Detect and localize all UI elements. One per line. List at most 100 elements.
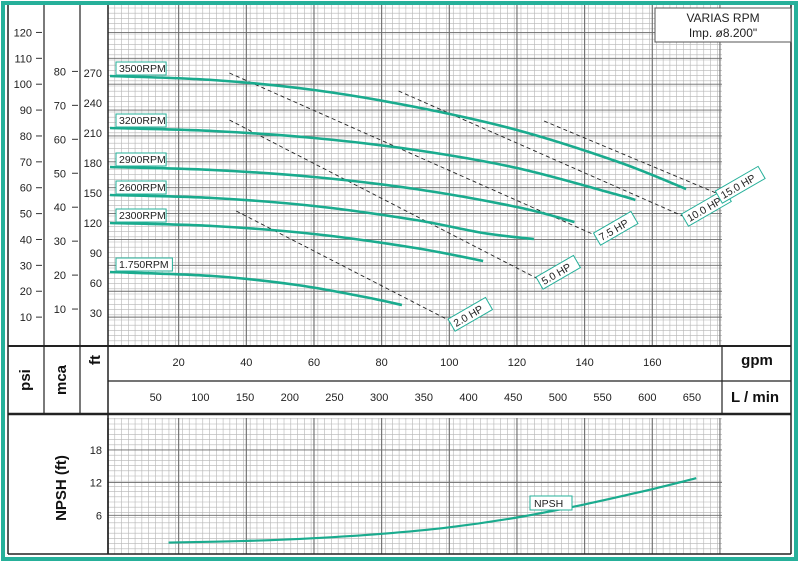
lmin-tick-label: 350 bbox=[415, 392, 433, 404]
psi-tick-label: 80 bbox=[20, 131, 32, 143]
unit-lmin-label: L / min bbox=[731, 389, 779, 406]
gpm-tick-label: 120 bbox=[508, 357, 526, 369]
psi-tick-label: 60 bbox=[20, 183, 32, 195]
panel-dividers bbox=[7, 5, 792, 555]
lmin-tick-label: 50 bbox=[150, 392, 162, 404]
gpm-tick-label: 160 bbox=[643, 357, 661, 369]
psi-tick-label: 110 bbox=[14, 53, 32, 65]
mca-tick-label: 70 bbox=[54, 100, 66, 112]
psi-tick-label: 20 bbox=[20, 286, 32, 298]
hp-label-frame bbox=[714, 165, 766, 204]
unit-psi-label: psi bbox=[17, 369, 34, 391]
hp-line-4 bbox=[543, 120, 724, 197]
rpm-label-1: 3200RPM bbox=[119, 115, 166, 127]
psi-tick-label: 90 bbox=[20, 105, 32, 117]
hp-line-1 bbox=[229, 119, 545, 283]
lmin-tick-label: 550 bbox=[593, 392, 611, 404]
ft-tick-label: 210 bbox=[84, 128, 102, 140]
mca-tick-label: 40 bbox=[54, 202, 66, 214]
head-curve-1750rpm bbox=[109, 270, 403, 307]
rpm-label-3: 2600RPM bbox=[119, 182, 166, 194]
gpm-tick-label: 80 bbox=[376, 357, 388, 369]
mca-tick-label: 20 bbox=[54, 270, 66, 282]
mca-tick-label: 50 bbox=[54, 168, 66, 180]
mca-tick-label: 80 bbox=[54, 66, 66, 78]
npsh-curve-group bbox=[168, 477, 697, 544]
ft-tick-label: 240 bbox=[84, 98, 102, 110]
hp-label-box-0: 2.0 HP bbox=[447, 296, 494, 332]
gpm-tick-label: 100 bbox=[440, 357, 458, 369]
unit-gpm-label: gpm bbox=[741, 352, 773, 369]
head-curves bbox=[109, 74, 687, 307]
psi-tick-label: 120 bbox=[14, 27, 32, 39]
rpm-label-frame bbox=[115, 180, 167, 195]
hp-line-2 bbox=[229, 72, 602, 239]
rpm-label-2: 2900RPM bbox=[119, 154, 166, 166]
tick-labels: 10 20 30 40 50 60 70 80 90 100 110 120 10 20 30 40 50 60 7… bbox=[14, 27, 702, 522]
title-box bbox=[654, 7, 792, 43]
npsh-tick-label: 12 bbox=[90, 478, 102, 490]
mca-tick-label: 30 bbox=[54, 236, 66, 248]
title-line-1: VARIAS RPM bbox=[686, 11, 759, 25]
rpm-label-4: 2300RPM bbox=[119, 210, 166, 222]
rpm-label-frame bbox=[115, 113, 167, 128]
ft-tick-label: 150 bbox=[84, 188, 102, 200]
lmin-tick-label: 150 bbox=[236, 392, 254, 404]
hp-label-frame bbox=[447, 296, 494, 332]
ft-tick-label: 90 bbox=[90, 248, 102, 260]
rpm-label-frame bbox=[115, 152, 167, 167]
psi-tick-label: 40 bbox=[20, 234, 32, 246]
gpm-tick-label: 60 bbox=[308, 357, 320, 369]
npsh-series-label: NPSH bbox=[534, 498, 563, 510]
psi-tick-label: 70 bbox=[20, 157, 32, 169]
npsh-label-frame bbox=[529, 495, 573, 511]
ft-tick-label: 30 bbox=[90, 308, 102, 320]
ft-tick-label: 120 bbox=[84, 218, 102, 230]
rpm-label-frame bbox=[115, 208, 167, 223]
head-curve-2600rpm bbox=[109, 193, 535, 241]
lmin-tick-label: 450 bbox=[504, 392, 522, 404]
ft-tick-label: 180 bbox=[84, 158, 102, 170]
psi-tick-label: 100 bbox=[14, 79, 32, 91]
hp-line-0 bbox=[235, 210, 457, 325]
rpm-label-frame bbox=[115, 257, 173, 272]
hp-label-frame bbox=[592, 210, 639, 246]
ft-tick-label: 270 bbox=[84, 68, 102, 80]
gpm-tick-label: 140 bbox=[575, 357, 593, 369]
npsh-axis-label: NPSH (ft) bbox=[53, 455, 70, 521]
psi-tick-label: 50 bbox=[20, 209, 32, 221]
lmin-tick-label: 200 bbox=[281, 392, 299, 404]
lmin-tick-label: 300 bbox=[370, 392, 388, 404]
lmin-tick-label: 250 bbox=[325, 392, 343, 404]
psi-tick-label: 10 bbox=[20, 312, 32, 324]
gpm-tick-label: 20 bbox=[173, 357, 185, 369]
lmin-tick-label: 650 bbox=[683, 392, 701, 404]
gpm-tick-label: 40 bbox=[240, 357, 252, 369]
head-curve-3500rpm bbox=[109, 74, 687, 191]
head-curve-2900rpm bbox=[109, 165, 575, 224]
psi-tick-label: 30 bbox=[20, 260, 32, 272]
lmin-tick-label: 400 bbox=[459, 392, 477, 404]
head-grid bbox=[107, 5, 722, 347]
hp-label-frame bbox=[535, 254, 582, 290]
unit-ft-label: ft bbox=[87, 355, 104, 365]
unit-mca-label: mca bbox=[53, 364, 70, 395]
npsh-curve bbox=[168, 477, 697, 544]
rpm-label-frame bbox=[115, 61, 167, 76]
title-line-2: Imp. ø8.200" bbox=[689, 26, 757, 40]
npsh-tick-label: 6 bbox=[96, 510, 102, 522]
npsh-tick-label: 18 bbox=[90, 445, 102, 457]
ft-tick-label: 60 bbox=[90, 278, 102, 290]
rpm-label-0: 3500RPM bbox=[119, 63, 166, 75]
mca-tick-label: 60 bbox=[54, 134, 66, 146]
lmin-tick-label: 500 bbox=[549, 392, 567, 404]
lmin-tick-label: 600 bbox=[638, 392, 656, 404]
mca-tick-label: 10 bbox=[54, 304, 66, 316]
rpm-label-5: 1.750RPM bbox=[119, 259, 169, 271]
lmin-tick-label: 100 bbox=[191, 392, 209, 404]
head-curve-3200rpm bbox=[109, 126, 636, 202]
head-curve-2300rpm bbox=[109, 221, 484, 263]
